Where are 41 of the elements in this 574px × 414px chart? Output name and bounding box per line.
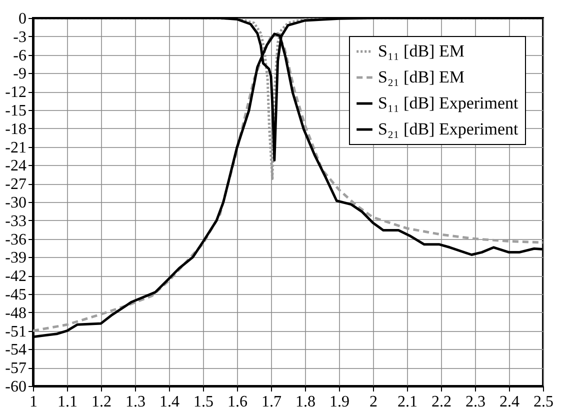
y-tick-label: -60 [5,378,26,396]
y-tick-label: -24 [5,158,26,175]
x-tick-label: 2.2 [432,394,452,410]
x-tick-label: 1 [30,394,38,410]
y-tick-label: -3 [13,28,26,46]
x-tick-label: 1.2 [92,394,112,410]
y-tick-label: -39 [5,250,26,267]
x-tick-label: 2.4 [500,394,520,410]
y-tick-label: -6 [13,47,26,64]
y-tick-label: -57 [5,360,26,378]
x-tick-label: 2.1 [398,394,418,410]
y-tick-label: 0 [18,10,26,28]
x-tick-label: 1.1 [58,394,78,410]
x-tick-label: 1.4 [160,394,180,410]
x-tick-label: 2.5 [534,394,554,410]
y-tick-label: -12 [5,84,26,102]
y-tick-label: -9 [13,66,26,83]
x-tick-label: 1.6 [228,394,248,410]
legend-label: S₁₁ [dB] EM [378,42,464,60]
legend-label: S₁₁ [dB] Experiment [378,94,519,112]
y-tick-label: -48 [5,304,26,322]
y-tick-label: -21 [5,139,26,156]
y-tick-label: -15 [5,102,26,120]
x-tick-label: 2 [370,394,378,410]
y-tick-label: -27 [5,176,26,194]
legend-label: S₂₁ [dB] Experiment [378,120,519,138]
y-tick-label: -51 [5,323,26,340]
legend-label: S₂₁ [dB] EM [378,68,464,86]
x-tick-label: 1.9 [330,394,350,410]
y-tick-label: -30 [5,194,26,212]
y-tick-label: -42 [5,268,26,286]
y-tick-label: -18 [5,120,26,138]
x-tick-label: 1.8 [296,394,316,410]
x-tick-label: 1.3 [126,394,146,410]
x-tick-label: 1.5 [194,394,214,410]
y-tick-label: -36 [5,231,26,248]
x-tick-label: 1.7 [262,394,282,410]
y-tick-label: -33 [5,212,26,230]
x-tick-label: 2.3 [466,394,486,410]
y-tick-label: -54 [5,342,26,359]
y-tick-label: -45 [5,286,26,304]
